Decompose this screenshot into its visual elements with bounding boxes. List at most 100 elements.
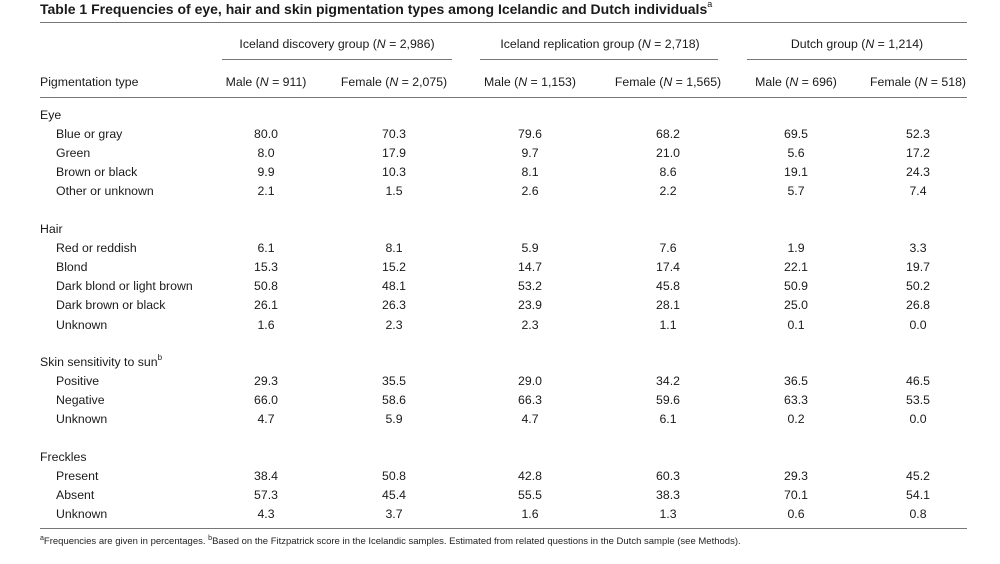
table-cell: 5.7 xyxy=(787,184,805,198)
section-title-text: Eye xyxy=(40,108,62,122)
row-label: Negative xyxy=(56,393,105,407)
footnote-a-text: Frequencies are given in percentages. xyxy=(43,536,206,547)
table-cell: 79.6 xyxy=(518,127,542,141)
table-cell: 68.2 xyxy=(656,127,680,141)
row-label: Unknown xyxy=(56,318,108,332)
column-header: Male (N = 911) xyxy=(225,75,307,89)
table-number: Table 1 xyxy=(40,1,88,17)
table-cell: 0.1 xyxy=(787,318,805,332)
table-cell: 21.0 xyxy=(656,146,680,160)
table-cell: 26.1 xyxy=(254,298,278,312)
column-header: Female (N = 2,075) xyxy=(340,75,448,89)
table-cell: 58.6 xyxy=(382,393,406,407)
table-cell: 6.1 xyxy=(659,412,677,426)
table-cell: 22.1 xyxy=(784,260,808,274)
row-label: Blond xyxy=(56,260,88,274)
section-title-text: Freckles xyxy=(40,450,87,464)
table-cell: 4.3 xyxy=(257,507,275,521)
row-label: Present xyxy=(56,469,99,483)
table-footnote: aFrequencies are given in percentages. b… xyxy=(40,535,741,549)
table-cell: 2.2 xyxy=(659,184,677,198)
footnote-b-mark: b xyxy=(208,535,213,542)
row-label: Dark blond or light brown xyxy=(56,279,193,293)
table-cell: 50.9 xyxy=(784,279,808,293)
table-cell: 9.9 xyxy=(257,165,275,179)
group-header: Dutch group (N = 1,214) xyxy=(790,37,924,51)
table-cell: 66.0 xyxy=(254,393,278,407)
bottom-rule xyxy=(40,528,967,529)
table-cell: 45.4 xyxy=(382,488,406,502)
table-cell: 53.2 xyxy=(518,279,542,293)
table-cell: 28.1 xyxy=(656,298,680,312)
table-title: Frequencies of eye, hair and skin pigmen… xyxy=(91,1,708,17)
row-label: Blue or gray xyxy=(56,127,123,141)
table-cell: 66.3 xyxy=(518,393,542,407)
table-cell: 2.3 xyxy=(385,318,403,332)
column-header: Female (N = 518) xyxy=(869,75,967,89)
table-cell: 69.5 xyxy=(784,127,808,141)
table-cell: 0.6 xyxy=(787,507,805,521)
section-title: Eye xyxy=(40,107,61,123)
row-label: Unknown xyxy=(56,507,108,521)
section-title: Skin sensitivity to sunb xyxy=(40,354,162,370)
table-cell: 26.3 xyxy=(382,298,406,312)
table-cell: 2.6 xyxy=(521,184,539,198)
table-cell: 25.0 xyxy=(784,298,808,312)
table-cell: 80.0 xyxy=(254,127,278,141)
group-underline xyxy=(480,59,718,60)
table-cell: 5.9 xyxy=(385,412,403,426)
table-cell: 45.2 xyxy=(906,469,930,483)
table-cell: 70.1 xyxy=(784,488,808,502)
section-title-text: Skin sensitivity to sun xyxy=(40,355,158,369)
table-cell: 1.9 xyxy=(787,241,805,255)
footnote-a-mark: a xyxy=(40,535,44,542)
table-cell: 5.6 xyxy=(787,146,805,160)
section-title: Freckles xyxy=(40,449,86,465)
table-cell: 8.0 xyxy=(257,146,275,160)
row-label: Other or unknown xyxy=(56,184,154,198)
caption-footnote-mark: a xyxy=(707,0,713,9)
table-cell: 36.5 xyxy=(784,374,808,388)
table-cell: 8.6 xyxy=(659,165,677,179)
table-cell: 23.9 xyxy=(518,298,542,312)
table-cell: 5.9 xyxy=(521,241,539,255)
table-cell: 46.5 xyxy=(906,374,930,388)
table-cell: 42.8 xyxy=(518,469,542,483)
table-cell: 38.4 xyxy=(254,469,278,483)
table-cell: 4.7 xyxy=(257,412,275,426)
table-cell: 2.1 xyxy=(257,184,275,198)
footnote-b-text: Based on the Fitzpatrick score in the Ic… xyxy=(212,536,741,547)
table-cell: 1.6 xyxy=(521,507,539,521)
row-header: Pigmentation type xyxy=(40,75,139,89)
table-cell: 55.5 xyxy=(518,488,542,502)
table-cell: 9.7 xyxy=(521,146,539,160)
table-cell: 1.1 xyxy=(659,318,677,332)
table-cell: 19.7 xyxy=(906,260,930,274)
table-cell: 1.3 xyxy=(659,507,677,521)
row-label: Positive xyxy=(56,374,100,388)
table-cell: 54.1 xyxy=(906,488,930,502)
top-rule xyxy=(40,22,967,23)
table-cell: 59.6 xyxy=(656,393,680,407)
table-cell: 53.5 xyxy=(906,393,930,407)
table-cell: 7.6 xyxy=(659,241,677,255)
table-cell: 38.3 xyxy=(656,488,680,502)
table-cell: 50.8 xyxy=(254,279,278,293)
table-cell: 15.2 xyxy=(382,260,406,274)
header-rule xyxy=(40,97,967,98)
row-label: Red or reddish xyxy=(56,241,137,255)
table-cell: 14.7 xyxy=(518,260,542,274)
section-title-text: Hair xyxy=(40,222,63,236)
table-cell: 34.2 xyxy=(656,374,680,388)
column-header: Male (N = 696) xyxy=(755,75,837,89)
table-cell: 52.3 xyxy=(906,127,930,141)
table-cell: 2.3 xyxy=(521,318,539,332)
table-cell: 17.2 xyxy=(906,146,930,160)
group-header: Iceland discovery group (N = 2,986) xyxy=(239,37,435,51)
table-cell: 8.1 xyxy=(521,165,539,179)
section-footnote-mark: b xyxy=(157,353,163,362)
table-cell: 48.1 xyxy=(382,279,406,293)
column-header: Male (N = 1,153) xyxy=(484,75,576,89)
table-cell: 0.0 xyxy=(909,412,927,426)
table-cell: 19.1 xyxy=(784,165,808,179)
